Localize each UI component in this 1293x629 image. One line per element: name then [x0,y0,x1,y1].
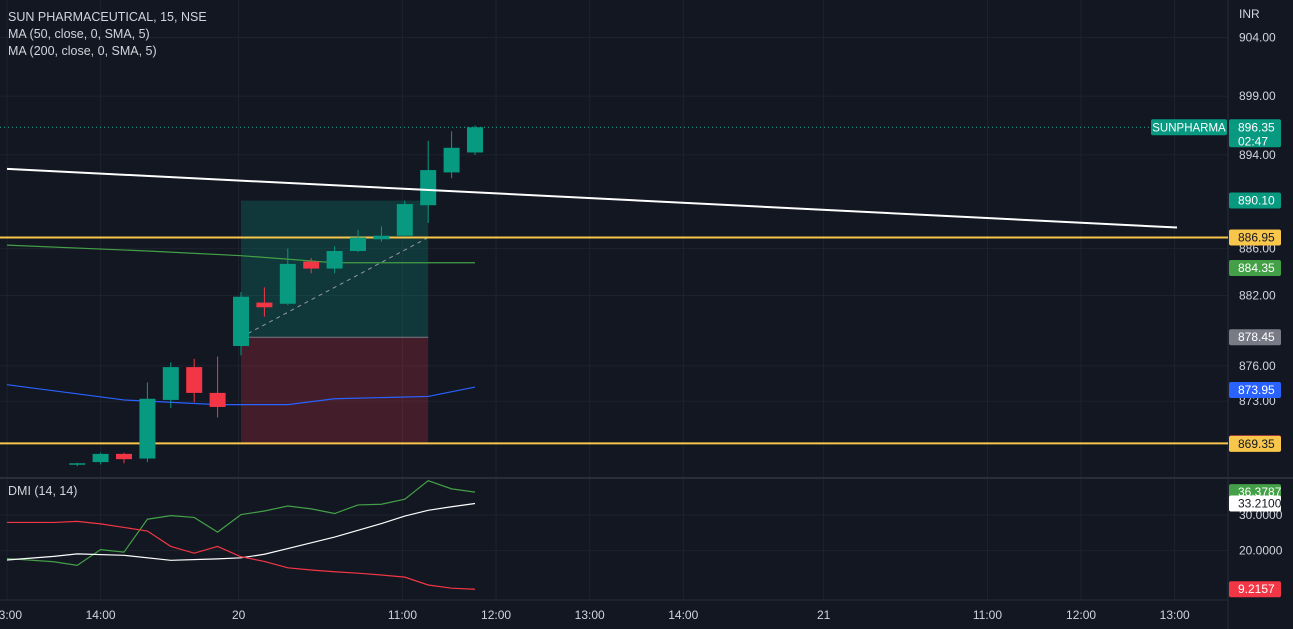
symbol-title[interactable]: SUN PHARMACEUTICAL, 15, NSE [8,10,207,24]
candle-up [420,140,437,223]
price-label: 884.35 [1238,261,1275,275]
candle-up [233,292,249,356]
symbol-tag: SUNPHARMA [1152,122,1226,134]
time-tick-label: 13:00 [1160,608,1190,622]
candle-down [116,452,132,464]
candle-body [420,170,437,206]
candle-up [350,229,366,253]
candle-up [92,452,109,465]
candle-down [209,356,226,418]
price-label-bg [1229,381,1281,398]
price-label-bg [1229,229,1281,246]
symbol-tag-bg [1151,119,1227,136]
price-label: 886.95 [1238,231,1275,245]
time-tick-label: 14:00 [86,608,116,622]
price-tick-label: 894.00 [1239,148,1276,162]
candle-body [92,453,109,463]
candle-up [139,382,156,463]
time-tick-label: 12:00 [481,608,511,622]
dmi-value-label-bg [1229,495,1281,512]
candle-up [373,226,390,242]
candle-up [69,462,86,467]
candle-up [162,362,179,409]
time-tick-label: 20 [232,608,246,622]
time-tick-label: 12:00 [1066,608,1096,622]
price-label-bg [1229,329,1281,346]
dmi-series-line [6,502,476,561]
time-tick-label: 14:00 [668,608,698,622]
price-tick-label: 904.00 [1239,31,1276,45]
candle-up [396,200,413,237]
position-loss-zone [241,337,429,444]
candle-body [303,261,320,269]
candle-body [162,367,179,400]
time-tick-label: 11:00 [973,608,1002,622]
chart-legend: SUN PHARMACEUTICAL, 15, NSE MA (50, clos… [8,9,207,60]
price-tick-label: 876.00 [1239,359,1276,373]
price-label: 869.35 [1238,437,1275,451]
dmi-legend[interactable]: DMI (14, 14) [8,484,78,498]
price-tick-label: 882.00 [1239,289,1276,303]
candle-down [256,287,273,317]
candle-down [303,258,320,274]
candle-up [279,248,296,305]
price-label: 890.10 [1238,194,1275,208]
candle-body [186,367,203,393]
dmi-value-label: 9.2157 [1238,582,1275,596]
price-label: 873.95 [1238,383,1275,397]
dmi-series-line [7,520,476,590]
candle-body [69,463,86,465]
candle-body [396,204,413,236]
candle-down [186,358,203,403]
time-tick-label: 13:00 [575,608,605,622]
price-tick-label: 899.00 [1239,89,1276,103]
candle-body [209,392,226,407]
candle-body [139,398,156,459]
time-tick-label: 11:00 [388,608,417,622]
price-label-bg [1229,435,1281,452]
time-tick-label: 13:00 [0,608,22,622]
dmi-tick-label: 20.0000 [1239,544,1283,558]
price-label: 878.45 [1238,330,1275,344]
candle-up [443,131,460,179]
ma50-line [6,244,475,264]
ma200-legend[interactable]: MA (200, close, 0, SMA, 5) [8,44,157,58]
candle-body [326,250,343,269]
price-label: 896.35 [1238,120,1275,134]
ma50-legend[interactable]: MA (50, close, 0, SMA, 5) [8,27,150,41]
dmi-value-label: 33.2100 [1238,496,1282,510]
candle-body [116,453,132,460]
price-label-countdown: 02:47 [1238,134,1268,148]
candle-body [443,147,460,173]
dmi-series-line [6,479,476,566]
trendline [6,167,1178,229]
candle-body [256,302,273,308]
dmi-value-label-bg [1229,581,1281,598]
candle-body [233,296,249,346]
ma200-line [6,384,476,406]
price-label-bg [1229,119,1281,148]
candle-up [467,125,483,155]
candle-body [350,237,366,251]
candle-body [467,127,483,153]
position-dashed-path [240,237,429,338]
currency-label[interactable]: INR [1239,7,1260,21]
time-tick-label: 21 [817,608,831,622]
candle-body [373,235,390,240]
price-label-bg [1229,192,1281,209]
candle-body [279,263,296,304]
candle-up [326,246,343,274]
price-label-bg [1229,259,1281,276]
